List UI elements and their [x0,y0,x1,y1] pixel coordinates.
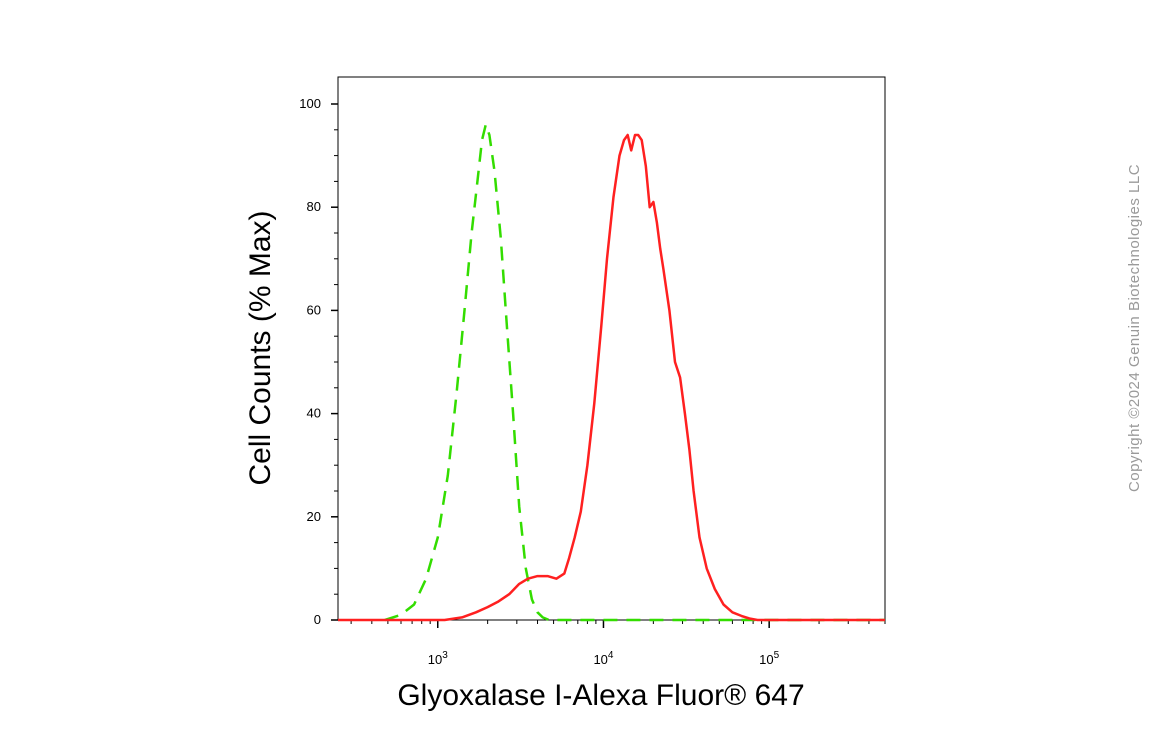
plot-frame [337,76,886,621]
y-tick-label: 60 [307,302,321,317]
series-layer [338,123,885,622]
copyright-text: Copyright ©2024 Genuin Biotechnologies L… [1126,164,1143,492]
y-tick-label: 20 [307,509,321,524]
y-tick-label: 0 [314,612,321,627]
x-axis: 103 104 105 [350,620,886,667]
y-tick-label: 100 [299,96,321,111]
y-axis: 0 20 40 60 80 100 [299,96,338,627]
y-tick-label: 40 [307,406,321,421]
series-line-2 [338,133,885,622]
x-tick-label: 105 [759,650,779,667]
series-line-1 [384,123,885,622]
x-tick-label: 103 [428,650,448,667]
x-axis-title: Glyoxalase I-Alexa Fluor® 647 [397,679,804,712]
y-axis-title: Cell Counts (% Max) [244,210,277,485]
x-tick-label: 104 [593,650,613,667]
y-tick-label: 80 [307,199,321,214]
